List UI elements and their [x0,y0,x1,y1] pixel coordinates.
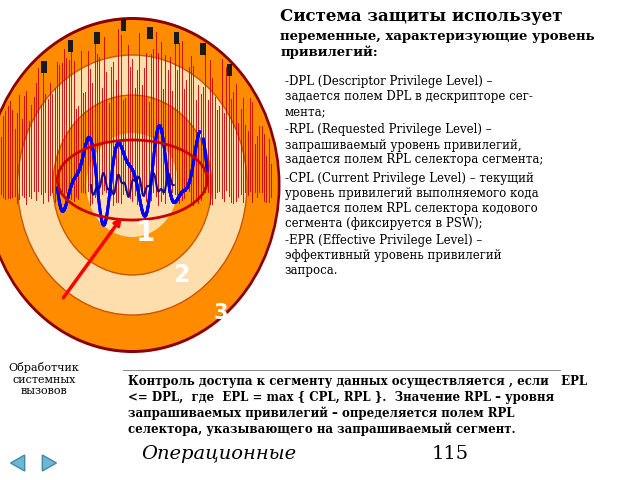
Text: -DPL (Descriptor Privilege Level) –
задается полем DPL в дескрипторе сег-
мента;: -DPL (Descriptor Privilege Level) – зада… [285,75,532,118]
Text: 1: 1 [136,219,155,247]
Text: -EPR (Effective Privilege Level) –
эффективный уровень привилегий
запроса.: -EPR (Effective Privilege Level) – эффек… [285,234,502,277]
Bar [147,27,152,39]
Bar [42,61,47,73]
Text: 3: 3 [213,303,228,323]
Circle shape [0,20,278,350]
Bar [94,32,100,44]
Bar [174,32,179,44]
Bar [200,43,205,55]
Text: Обработчик
системных
вызовов: Обработчик системных вызовов [9,362,79,396]
Polygon shape [42,455,56,471]
Text: -RPL (Requested Privilege Level) –
запрашиваемый уровень привилегий,
задается по: -RPL (Requested Privilege Level) – запра… [285,123,543,167]
Text: 115: 115 [431,445,468,463]
Text: переменные, характеризующие уровень
привилегий:: переменные, характеризующие уровень прив… [280,30,595,59]
Text: Система защиты использует: Система защиты использует [280,8,563,25]
Circle shape [53,95,212,275]
Text: Контроль доступа к сегменту данных осуществляется , если   EPL: Контроль доступа к сегменту данных осуще… [128,375,587,388]
Circle shape [86,133,178,237]
Text: 2: 2 [173,263,189,287]
Text: -CPL (Current Privilege Level) – текущий
уровень привилегий выполняемого кода
за: -CPL (Current Privilege Level) – текущий… [285,172,538,230]
Circle shape [0,17,280,353]
Bar [121,19,126,31]
Text: запрашиваемых привилегий – определяется полем RPL: запрашиваемых привилегий – определяется … [128,407,515,420]
Bar [227,64,232,76]
Circle shape [18,55,247,315]
Text: <= DPL,  где  EPL = max { CPL, RPL }.  Значение RPL – уровня: <= DPL, где EPL = max { CPL, RPL }. Знач… [128,391,554,404]
Text: Операционные: Операционные [141,445,296,463]
Polygon shape [11,455,25,471]
Text: селектора, указывающего на запрашиваемый сегмент.: селектора, указывающего на запрашиваемый… [128,423,515,436]
Bar [68,39,73,51]
